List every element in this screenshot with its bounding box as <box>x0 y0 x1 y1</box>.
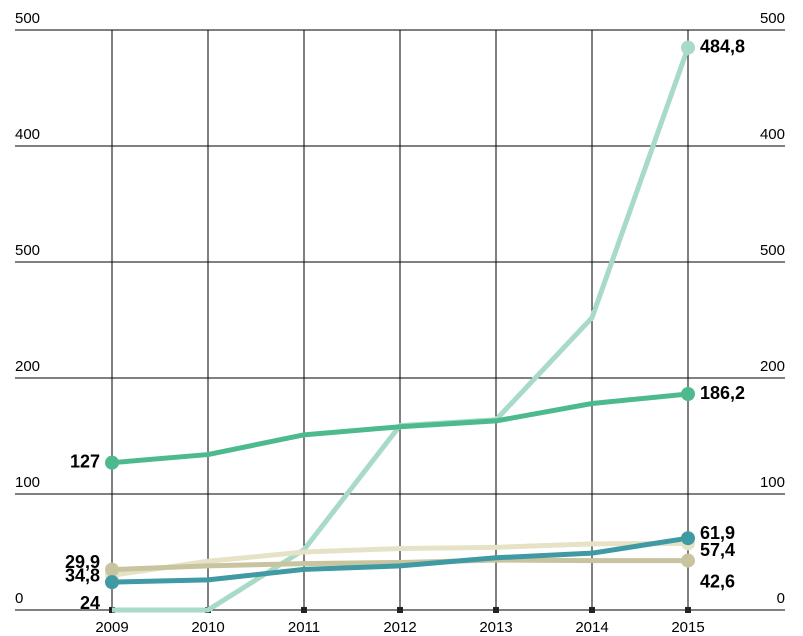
y2-tick-label: 400 <box>760 126 785 143</box>
x-tick <box>685 607 691 613</box>
value-label: 24 <box>80 593 100 613</box>
point <box>105 575 119 590</box>
y-tick-label: 0 <box>15 590 23 607</box>
x-tick <box>493 607 499 613</box>
value-label: 484,8 <box>700 36 745 56</box>
x-tick-label: 2015 <box>671 619 704 636</box>
y2-tick-label: 500 <box>760 10 785 27</box>
point <box>105 562 119 577</box>
x-tick <box>301 607 307 613</box>
y2-tick-label: 100 <box>760 474 785 491</box>
x-tick-label: 2014 <box>575 619 608 636</box>
x-tick-label: 2011 <box>288 619 320 636</box>
point <box>681 40 695 55</box>
x-tick <box>397 607 403 613</box>
point <box>105 455 119 470</box>
series-line <box>111 391 689 466</box>
value-label: 42,6 <box>700 571 735 591</box>
y-tick-label: 400 <box>15 126 40 143</box>
x-tick-label: 2009 <box>95 619 128 636</box>
point <box>681 531 695 546</box>
value-label: 57,4 <box>700 540 735 560</box>
x-tick <box>589 607 595 613</box>
y-tick-label: 500 <box>15 10 40 27</box>
point <box>681 387 695 402</box>
x-tick-label: 2010 <box>191 619 224 636</box>
value-label: 34,8 <box>65 565 100 585</box>
x-tick-label: 2012 <box>383 619 416 636</box>
series-line <box>111 535 689 585</box>
value-label: 186,2 <box>700 383 745 403</box>
value-label: 29,9 <box>65 552 100 572</box>
y2-tick-label: 200 <box>760 358 785 375</box>
value-label: 127 <box>70 451 100 471</box>
y-tick-label: 500 <box>15 242 40 259</box>
value-label: 61,9 <box>700 523 735 543</box>
y2-tick-label: 0 <box>777 590 785 607</box>
y-tick-label: 200 <box>15 358 40 375</box>
point <box>681 553 695 568</box>
series-line <box>111 557 688 573</box>
series-line <box>111 540 689 578</box>
x-tick-label: 2013 <box>479 619 512 636</box>
y-tick-label: 100 <box>15 474 40 491</box>
y2-tick-label: 500 <box>760 242 785 259</box>
